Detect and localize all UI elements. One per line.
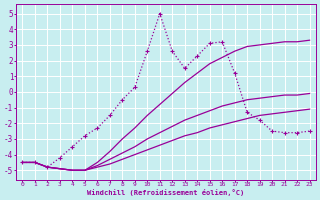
X-axis label: Windchill (Refroidissement éolien,°C): Windchill (Refroidissement éolien,°C) bbox=[87, 189, 244, 196]
